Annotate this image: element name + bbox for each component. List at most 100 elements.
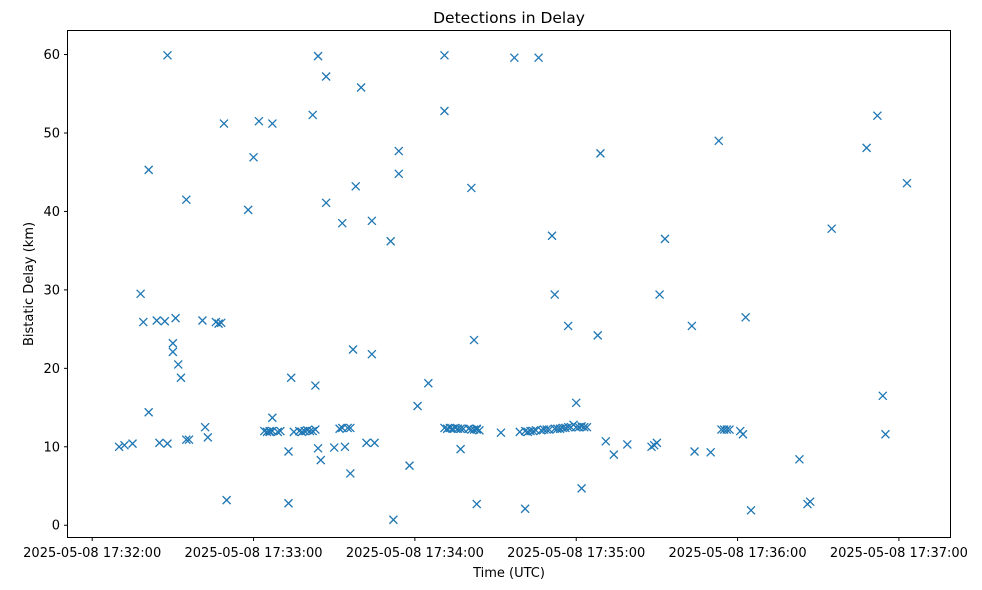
data-point: [827, 224, 837, 234]
data-point: [738, 429, 748, 439]
data-point: [168, 347, 178, 357]
data-point: [340, 442, 350, 452]
x-tick-label: 2025-05-08 17:35:00: [507, 546, 645, 561]
data-point: [456, 444, 466, 454]
x-tick-label: 2025-05-08 17:32:00: [23, 546, 161, 561]
data-point: [741, 312, 751, 322]
data-point: [367, 216, 377, 226]
y-tick-label: 60: [43, 48, 60, 63]
data-point: [168, 338, 178, 348]
data-point: [386, 236, 396, 246]
data-point: [722, 425, 732, 434]
plot-frame: [67, 30, 951, 538]
data-point: [243, 205, 253, 215]
data-point: [136, 289, 146, 299]
data-point: [144, 165, 154, 175]
data-point: [265, 427, 275, 437]
data-point: [275, 426, 285, 436]
data-point: [647, 442, 656, 452]
data-point: [472, 499, 482, 509]
data-point: [181, 195, 191, 205]
data-point: [345, 468, 355, 478]
y-axis: 0 10 20 30 40 50 60: [43, 48, 68, 534]
data-point: [862, 143, 872, 153]
data-point: [872, 111, 882, 121]
data-point: [496, 428, 506, 438]
data-point: [176, 373, 186, 383]
data-point: [267, 413, 277, 423]
data-point: [313, 51, 323, 61]
y-tick-label: 30: [43, 283, 60, 298]
data-point: [184, 435, 194, 445]
data-point: [563, 422, 573, 432]
y-axis-label: Bistatic Delay (km): [22, 222, 37, 346]
data-point: [394, 169, 404, 179]
data-point: [542, 425, 552, 434]
data-point: [472, 424, 482, 434]
data-point: [571, 398, 581, 408]
data-point: [622, 439, 632, 449]
data-point: [343, 423, 353, 433]
data-point: [690, 447, 700, 456]
x-axis: 2025-05-08 17:32:00 2025-05-08 17:33:00 20…: [23, 537, 968, 561]
data-point: [154, 438, 164, 448]
data-point: [469, 335, 479, 345]
data-point: [321, 72, 331, 81]
data-point: [128, 439, 137, 449]
data-point: [902, 178, 912, 188]
data-point: [362, 438, 371, 448]
data-point: [345, 423, 355, 433]
data-point: [284, 498, 293, 508]
x-tick-label: 2025-05-08 17:37:00: [830, 546, 968, 561]
data-point: [321, 198, 331, 208]
x-tick-label: 2025-05-08 17:34:00: [346, 546, 484, 561]
data-point: [440, 50, 449, 60]
chart-title: Detections in Delay: [433, 9, 585, 27]
data-point: [746, 505, 756, 515]
y-tick-label: 10: [43, 440, 60, 455]
data-point: [313, 443, 323, 453]
data-point: [348, 345, 358, 354]
data-point: [579, 422, 589, 432]
data-point: [249, 152, 259, 162]
data-point: [160, 316, 170, 326]
data-point: [725, 425, 734, 434]
data-point: [316, 455, 326, 465]
data-point: [335, 424, 345, 434]
data-point: [286, 373, 296, 383]
data-point: [550, 290, 560, 300]
data-point: [474, 425, 484, 435]
data-point: [337, 218, 347, 228]
y-tick-label: 20: [43, 362, 60, 377]
data-point: [267, 119, 277, 129]
data-point: [173, 359, 183, 369]
data-point: [200, 422, 210, 432]
data-point: [356, 83, 366, 92]
data-markers: [114, 50, 912, 525]
data-point: [152, 316, 162, 325]
data-point: [181, 435, 191, 445]
data-point: [520, 504, 530, 514]
data-point: [440, 106, 449, 116]
data-point: [528, 426, 538, 436]
data-point: [144, 407, 154, 417]
data-point: [595, 148, 605, 158]
data-point: [351, 181, 361, 191]
data-point: [163, 439, 172, 449]
data-point: [805, 497, 815, 507]
data-point: [582, 422, 592, 432]
data-point: [305, 426, 315, 436]
data-point: [405, 461, 414, 471]
data-point: [120, 440, 129, 450]
x-tick-label: 2025-05-08 17:36:00: [669, 546, 807, 561]
data-point: [577, 483, 587, 493]
data-point: [794, 454, 804, 464]
data-point: [203, 432, 213, 442]
data-point: [308, 426, 318, 436]
y-tick-label: 40: [43, 205, 60, 220]
y-tick-label: 0: [52, 519, 60, 534]
data-point: [456, 424, 466, 434]
data-point: [509, 53, 519, 63]
